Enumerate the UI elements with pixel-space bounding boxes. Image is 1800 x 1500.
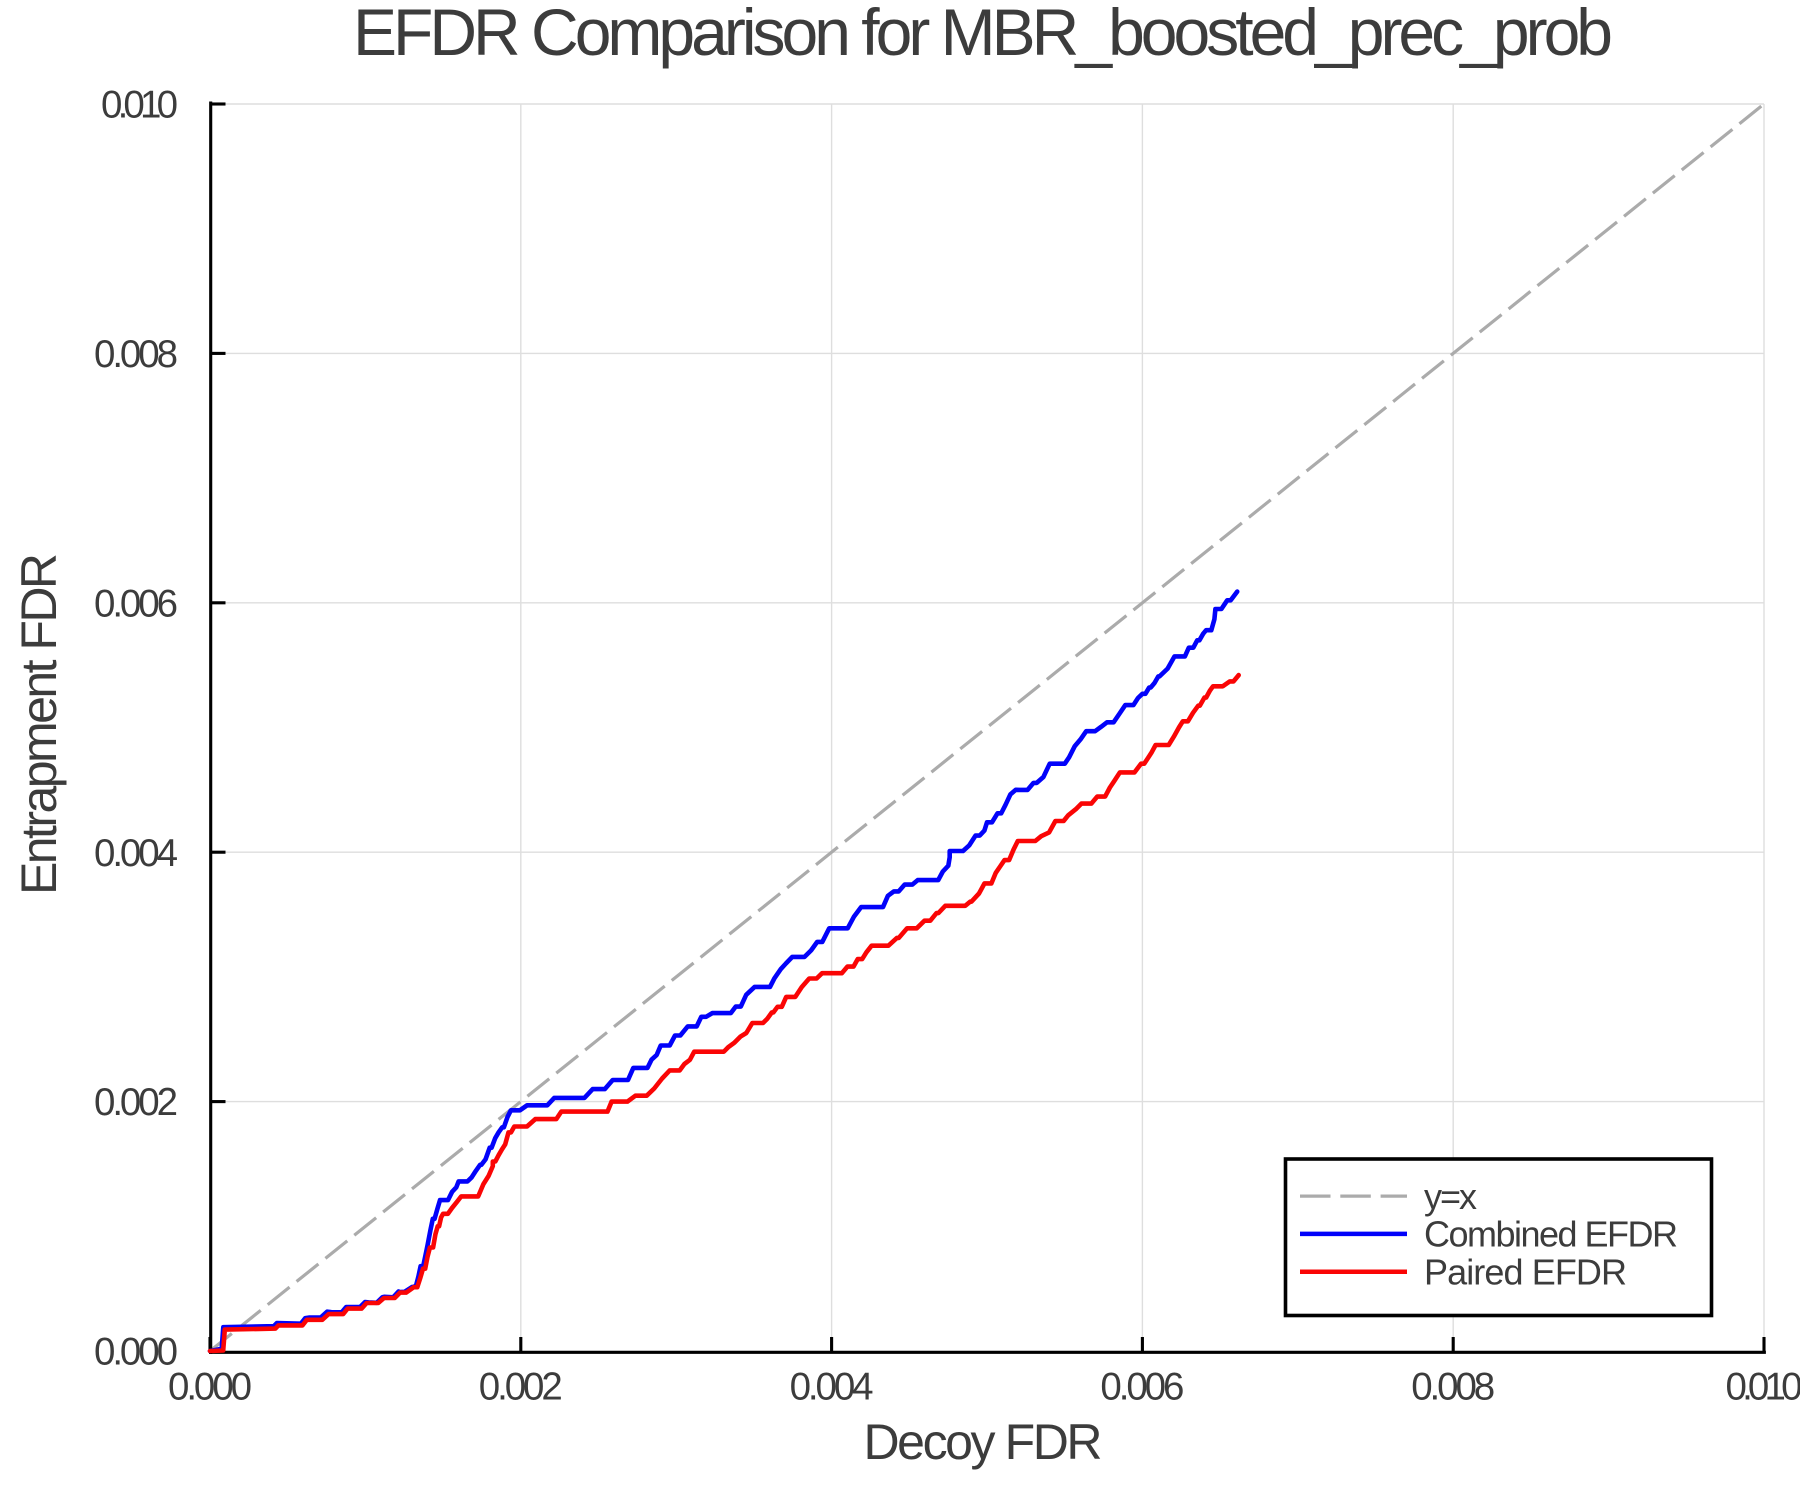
svg-text:Decoy FDR: Decoy FDR [864,1414,1103,1470]
svg-text:0.002: 0.002 [94,1081,178,1124]
svg-text:Combined EFDR: Combined EFDR [1424,1214,1678,1255]
svg-text:0.008: 0.008 [94,333,178,376]
svg-text:0.000: 0.000 [168,1366,252,1409]
svg-text:EFDR Comparison for MBR_booste: EFDR Comparison for MBR_boosted_prec_pro… [353,0,1613,69]
svg-text:Paired EFDR: Paired EFDR [1424,1251,1627,1292]
svg-text:Entrapment FDR: Entrapment FDR [11,553,67,895]
svg-text:0.006: 0.006 [1100,1366,1184,1409]
svg-text:0.010: 0.010 [1726,1366,1800,1409]
svg-text:0.010: 0.010 [101,84,178,127]
svg-text:0.004: 0.004 [94,832,178,875]
svg-text:0.004: 0.004 [790,1366,874,1409]
svg-text:0.002: 0.002 [479,1366,563,1409]
svg-text:0.008: 0.008 [1411,1366,1495,1409]
svg-text:y=x: y=x [1424,1176,1477,1217]
svg-text:0.006: 0.006 [94,582,178,625]
svg-text:0.000: 0.000 [94,1331,178,1374]
